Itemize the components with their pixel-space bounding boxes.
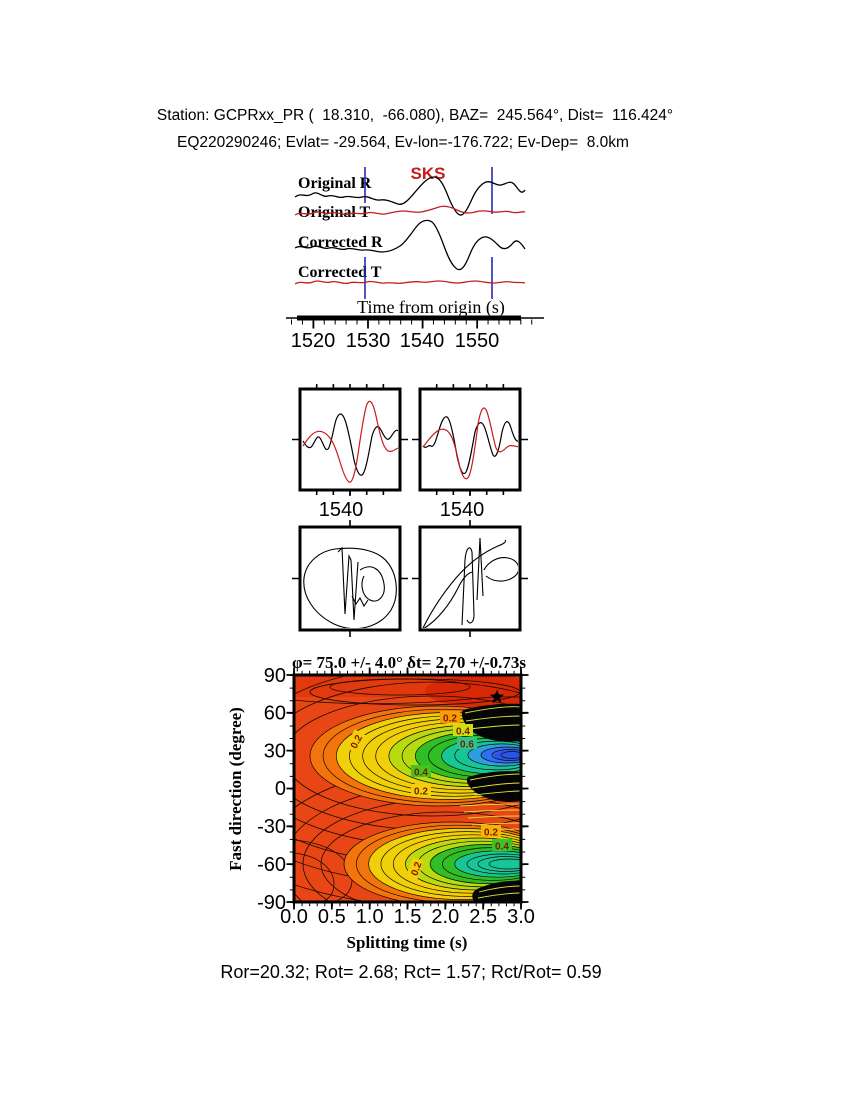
comparison-right-black-trace: [422, 416, 518, 475]
result-stats: Ror=20.32; Rot= 2.68; Rct= 1.57; Rct/Rot…: [220, 962, 602, 982]
error-surface-ticks: [286, 667, 529, 910]
tick-1530: 1530: [346, 330, 391, 352]
trace-label-original-r: Original R: [298, 175, 372, 192]
particle-left-orbit: [303, 547, 397, 628]
contour-label-0.4-mid: 0.4: [414, 768, 428, 779]
xtick-1.5: 1.5: [394, 906, 422, 928]
particle-right-spike: [476, 537, 484, 601]
trace-corrected-r: [294, 219, 526, 271]
particle-left-spikes: [337, 546, 359, 621]
analysis-window-markers: [364, 167, 493, 299]
lower-valley-fills: [344, 822, 521, 902]
splitting-time-tick-labels: 0.0 0.5 1.0 1.5 2.0 2.5 3.0: [280, 906, 535, 928]
xtick-2.0: 2.0: [431, 906, 459, 928]
xtick-3.0: 3.0: [507, 906, 535, 928]
station-header: Station: GCPRxx_PR ( 18.310, -66.080), B…: [156, 107, 674, 124]
trace-corrected-t: [294, 280, 526, 285]
ytick-30: 30: [264, 741, 286, 763]
particle-box-ticks: [292, 520, 528, 637]
error-surface-panel: φ= 75.0 +/- 4.0° δt= 2.70 +/-0.73s: [226, 653, 535, 952]
upper-valley-fills: [310, 706, 521, 806]
splitting-time-axis-label: Splitting time (s): [347, 933, 468, 952]
particle-left-box: [298, 525, 402, 632]
comparison-left-red-trace: [302, 400, 398, 483]
contour-label-0.2: 0.2: [443, 714, 457, 725]
ytick-90: 90: [264, 665, 286, 687]
trace-label-corrected-r: Corrected R: [298, 234, 383, 251]
ytick-neg90: -90: [257, 892, 286, 914]
comparison-boxes: 1540 1540: [292, 384, 528, 521]
xtick-1.0: 1.0: [356, 906, 384, 928]
particle-left-zigzag: [351, 595, 369, 608]
comparison-right-tick-label: 1540: [440, 499, 485, 521]
best-fit-title: φ= 75.0 +/- 4.0° δt= 2.70 +/-0.73s: [292, 653, 526, 672]
xtick-2.5: 2.5: [469, 906, 497, 928]
event-header: EQ220290246; Evlat= -29.564, Ev-lon=-176…: [177, 134, 629, 151]
tick-1540: 1540: [400, 330, 445, 352]
comparison-left-black-trace: [302, 413, 398, 476]
saturated-black-zones: [459, 703, 521, 902]
particle-right-tall-loop: [461, 547, 475, 626]
trace-label-corrected-t: Corrected T: [298, 264, 382, 281]
tick-1550: 1550: [455, 330, 500, 352]
contour-label-0.2-mid: 0.2: [414, 787, 428, 798]
time-axis-tick-labels: 1520 1530 1540 1550: [291, 330, 500, 352]
comparison-right-red-trace: [422, 407, 518, 480]
contour-level-labels: 0.2 0.4 0.6 0.4 0.2 0.2 0.2 0.4 0.2: [345, 711, 512, 880]
ytick-60: 60: [264, 703, 286, 725]
contour-label-0.2-rotated-lower: 0.2: [409, 860, 424, 877]
ytick-neg30: -30: [257, 816, 286, 838]
fast-direction-tick-labels: 90 60 30 0 -30 -60 -90: [257, 665, 286, 914]
particle-right-oval: [483, 557, 518, 582]
particle-right-lower-curve: [423, 571, 473, 628]
particle-left-loop: [359, 566, 385, 602]
error-surface-map: 0.2 0.4 0.6 0.4 0.2 0.2 0.2 0.4 0.2: [294, 675, 521, 902]
time-axis-label: Time from origin (s): [357, 297, 505, 318]
contour-label-0.4-lower: 0.4: [495, 842, 509, 853]
ytick-0: 0: [275, 778, 286, 800]
comparison-side-ticks: [292, 438, 528, 496]
xtick-0.0: 0.0: [280, 906, 308, 928]
waveform-panel: SKS Original R Original T Corrected R Co…: [286, 164, 544, 352]
best-fit-star-icon: [489, 689, 505, 704]
comparison-left-tick-label: 1540: [319, 499, 364, 521]
contour-label-0.2-lower: 0.2: [484, 828, 498, 839]
particle-motion-boxes: [292, 520, 528, 637]
fast-direction-axis-label: Fast direction (degree): [226, 707, 245, 871]
trace-original-r: [294, 176, 526, 216]
tick-1520: 1520: [291, 330, 336, 352]
contour-label-0.4: 0.4: [456, 727, 470, 738]
particle-right-diagonal: [422, 539, 507, 628]
trace-original-t: [294, 205, 526, 216]
ytick-neg60: -60: [257, 854, 286, 876]
xtick-0.5: 0.5: [318, 906, 346, 928]
contour-label-0.6: 0.6: [460, 740, 474, 751]
